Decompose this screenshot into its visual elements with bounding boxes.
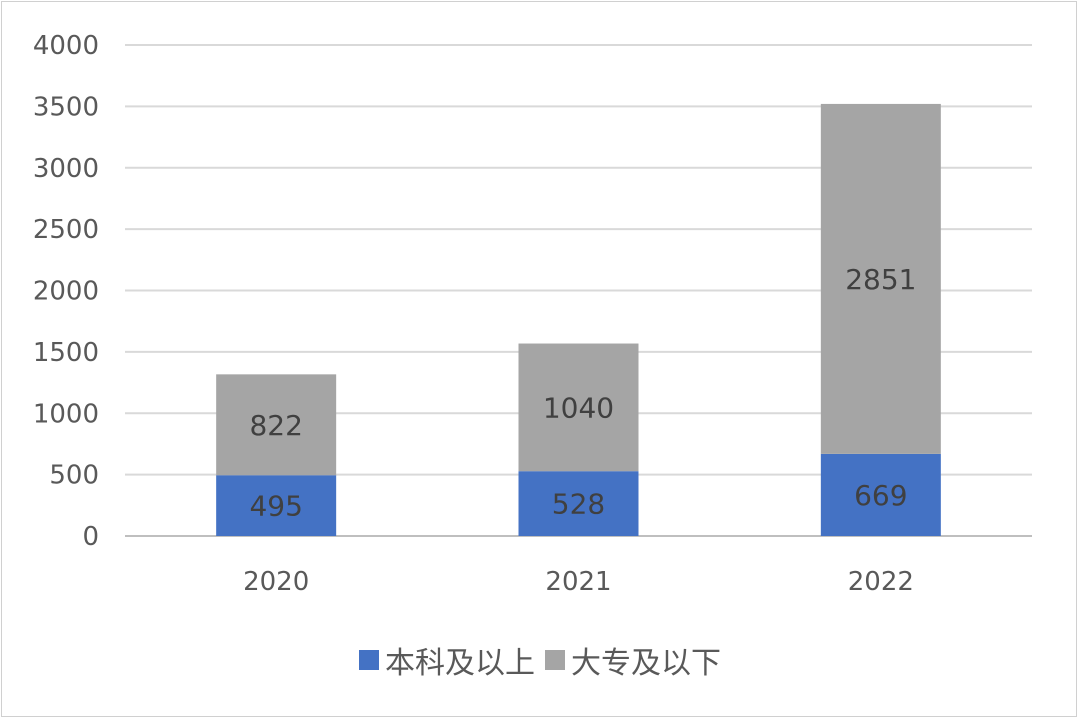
data-label-2020-series-0: 495 [249,490,302,523]
y-tick-label: 500 [49,461,99,491]
y-tick-label: 3500 [33,92,99,122]
y-axis-tick-labels: 0 500 1000 1500 2000 2500 3000 3500 4000 [33,31,99,552]
x-tick-label: 2021 [545,567,611,597]
y-tick-label: 2500 [33,215,99,245]
y-tick-label: 1000 [33,399,99,429]
y-tick-label: 0 [82,522,99,552]
legend-item-series-1: 大专及以下 [545,638,721,682]
legend: 本科及以上 大专及以下 [0,638,1080,682]
y-tick-label: 1500 [33,338,99,368]
bar-segment-2022-series-0 [820,453,941,536]
bar-segment-2021-series-0 [518,471,639,536]
data-label-2020-series-1: 822 [249,409,302,442]
y-tick-label: 2000 [33,277,99,307]
legend-item-series-0: 本科及以上 [359,638,535,682]
bar-segment-2020-series-0 [216,475,337,536]
bar-stacks: 495 822 528 1040 669 2851 [216,103,941,536]
data-label-2021-series-1: 1040 [543,391,614,424]
legend-swatch-series-0 [359,650,379,670]
bar-segment-2022-series-1 [820,103,941,454]
y-tick-label: 3000 [33,154,99,184]
legend-label-series-1: 大专及以下 [571,646,721,681]
legend-label-series-0: 本科及以上 [385,646,535,681]
y-tick-label: 4000 [33,31,99,61]
x-tick-label: 2022 [848,567,914,597]
x-axis-tick-labels: 2020 2021 2022 [243,567,914,597]
x-tick-label: 2020 [243,567,309,597]
data-label-2021-series-0: 528 [552,488,605,521]
bar-segment-2021-series-1 [518,343,639,472]
legend-swatch-series-1 [545,650,565,670]
data-label-2022-series-1: 2851 [845,263,916,296]
data-label-2022-series-0: 669 [854,479,907,512]
bar-segment-2020-series-1 [216,374,337,476]
